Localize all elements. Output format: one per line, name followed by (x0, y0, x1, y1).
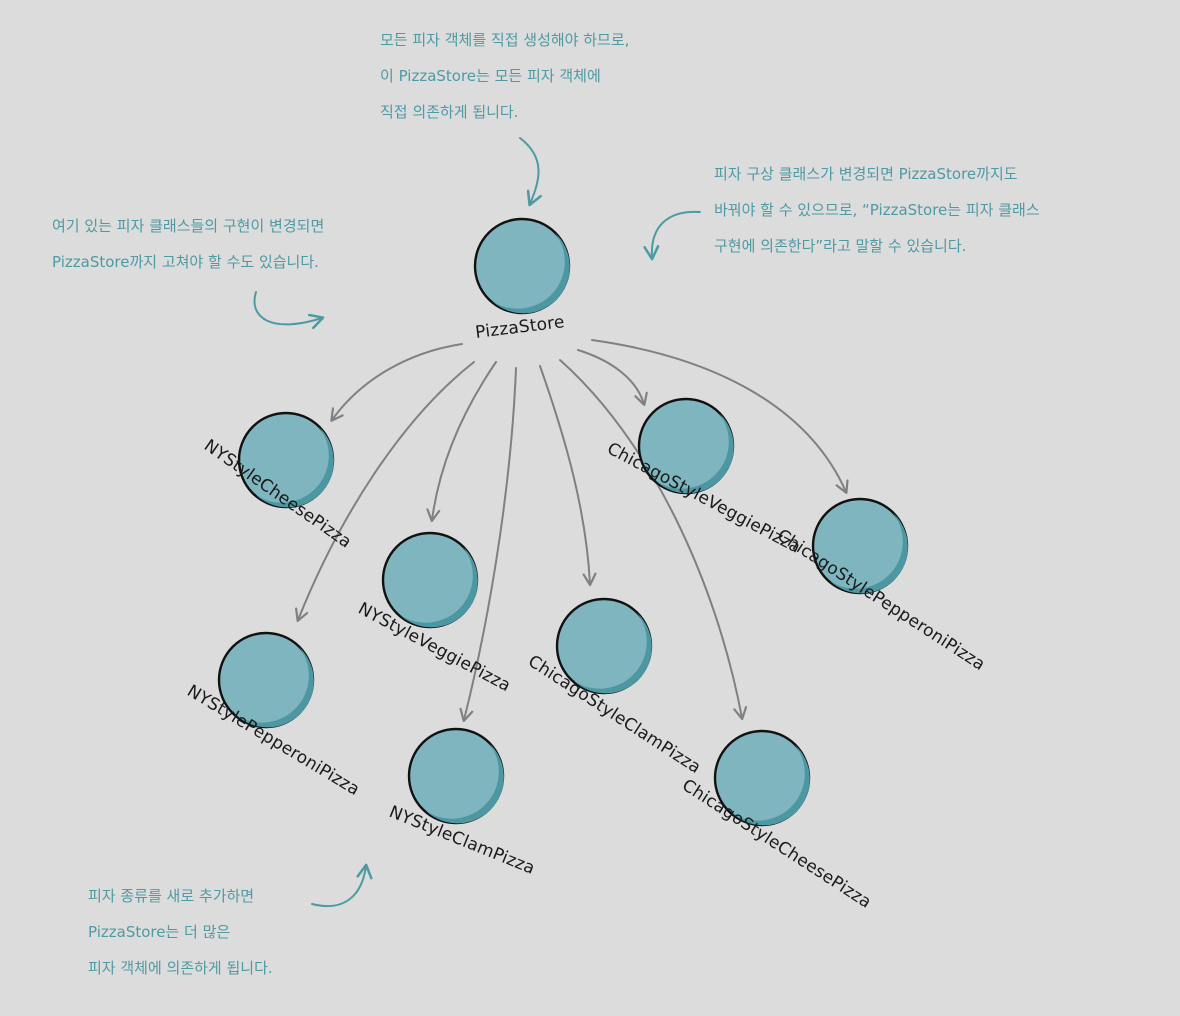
node-chicago-cheese-shadow (732, 745, 810, 826)
node-chicago-cheese: ChicagoStyleCheesePizza (678, 729, 875, 913)
top-annotation-pointer (519, 137, 539, 204)
annotation-right-line: 바꿔야 할 수 있으므로, “PizzaStore는 피자 클래스 (714, 201, 1040, 219)
annotation-left-line: PizzaStore까지 고쳐야 할 수도 있습니다. (52, 253, 319, 271)
node-ny-pepperoni-shadow (236, 647, 314, 728)
node-ny-cheese: NYStyleCheesePizza (200, 411, 355, 553)
annotation-right: 피자 구상 클래스가 변경되면 PizzaStore까지도 바꿔야 할 수 있으… (714, 156, 1040, 264)
node-chicago-clam-shadow (574, 613, 652, 694)
node-ny-clam: NYStyleClamPizza (386, 727, 538, 879)
arrow-chicago-veggie (577, 349, 644, 404)
annotation-bottom-line: 피자 객체에 의존하게 됩니다. (88, 959, 273, 977)
node-chicago-veggie: ChicagoStyleVeggiePizza (604, 397, 804, 558)
arrow-chicago-pepperoni (591, 339, 846, 492)
node-ny-pepperoni: NYStylePepperoniPizza (183, 631, 363, 800)
arrow-chicago-clam (539, 365, 590, 584)
arrow-ny-cheese (332, 343, 463, 420)
arrow-ny-veggie (432, 361, 497, 520)
annotation-bottom-line: 피자 종류를 새로 추가하면 (88, 887, 255, 905)
arrow-chicago-cheese (559, 359, 742, 718)
right-annotation-pointer (652, 210, 701, 258)
annotation-left-line: 여기 있는 피자 클래스들의 구현이 변경되면 (52, 217, 325, 235)
node-chicago-veggie-shadow (656, 413, 734, 494)
node-chicago-pepperoni-shadow (830, 513, 908, 594)
node-pizzastore-label: PizzaStore (474, 312, 566, 343)
node-ny-veggie-shadow (400, 547, 478, 628)
bottom-annotation-pointer (311, 866, 366, 907)
arrow-ny-clam (464, 367, 517, 720)
node-ny-clam-shadow (426, 743, 504, 824)
node-ny-cheese-shadow (256, 427, 334, 508)
annotation-bottom-line: PizzaStore는 더 많은 (88, 923, 231, 941)
annotation-pointers (253, 137, 701, 907)
annotation-top-line: 직접 의존하게 됩니다. (380, 103, 519, 121)
annotation-top-line: 모든 피자 객체를 직접 생성해야 하므로, (380, 31, 630, 49)
node-ny-veggie: NYStyleVeggiePizza (355, 531, 514, 696)
annotation-top: 모든 피자 객체를 직접 생성해야 하므로, 이 PizzaStore는 모든 … (380, 22, 629, 130)
node-chicago-clam: ChicagoStyleClamPizza (524, 597, 704, 778)
node-chicago-pepperoni: ChicagoStylePepperoniPizza (773, 497, 989, 675)
annotation-left: 여기 있는 피자 클래스들의 구현이 변경되면 PizzaStore까지 고쳐야… (52, 208, 324, 280)
annotation-right-line: 피자 구상 클래스가 변경되면 PizzaStore까지도 (714, 165, 1018, 183)
annotation-right-line: 구현에 의존한다”라고 말할 수 있습니다. (714, 237, 967, 255)
annotation-top-line: 이 PizzaStore는 모든 피자 객체에 (380, 67, 601, 85)
left-annotation-pointer (253, 291, 322, 324)
node-pizzastore: PizzaStore (473, 217, 571, 343)
annotation-bottom: 피자 종류를 새로 추가하면 PizzaStore는 더 많은 피자 객체에 의… (88, 878, 273, 986)
arrow-ny-pepperoni (298, 361, 475, 620)
node-pizzastore-shadow (492, 233, 570, 314)
dependency-arrows (298, 339, 846, 720)
